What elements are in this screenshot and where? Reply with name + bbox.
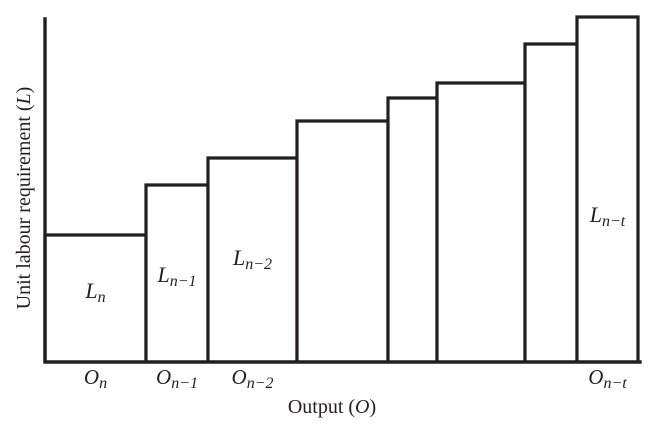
bar-label-l-n-minus-1: Ln−1	[156, 262, 196, 290]
x-tick-label-o-n-minus-1: On−1	[156, 365, 198, 392]
x-tick-label-o-n-subscript: n	[99, 375, 107, 392]
bar-label-l-n-minus-t-subscript: n−t	[602, 213, 626, 230]
bar-label-l-n-minus-t: Ln−t	[589, 202, 626, 230]
bar-label-l-n-base: L	[84, 278, 97, 303]
x-axis-label-close: )	[370, 396, 377, 418]
step-bar-5	[386, 96, 439, 362]
x-tick-label-o-n-minus-1-subscript: n−1	[171, 375, 198, 392]
axes-group	[43, 17, 642, 364]
y-axis-label-var: L	[13, 93, 35, 105]
x-tick-label-o-n-minus-t-base: O	[588, 365, 603, 389]
step-bar-6	[435, 81, 527, 362]
x-tick-label-o-n-minus-t-subscript: n−t	[603, 375, 627, 392]
bar-label-l-n: Ln	[84, 278, 105, 306]
bar-label-l-n-subscript: n	[98, 289, 106, 306]
bar-label-l-n-minus-t-base: L	[589, 202, 602, 227]
bar-label-l-n-minus-2: Ln−2	[232, 245, 272, 273]
x-axis-label: Output (O)	[288, 396, 376, 418]
x-tick-label-o-n-minus-t: On−t	[588, 365, 627, 392]
x-tick-label-o-n-minus-2: On−2	[232, 365, 274, 392]
step-bar-4	[295, 119, 390, 362]
x-tick-label-o-n-minus-1-base: O	[156, 365, 171, 389]
bars-group	[43, 15, 640, 362]
axes-lines	[43, 17, 642, 364]
x-axis-label-var: O	[355, 396, 369, 418]
x-tick-label-o-n: On	[84, 365, 107, 392]
bar-label-l-n-minus-1-subscript: n−1	[170, 273, 197, 290]
bar-label-l-n-minus-1-base: L	[156, 262, 169, 287]
x-tick-label-o-n-minus-2-subscript: n−2	[247, 375, 274, 392]
bar-label-l-n-minus-2-base: L	[232, 245, 245, 270]
y-axis-label: Unit labour requirement (L)	[13, 87, 35, 310]
step-bar-7	[523, 42, 579, 362]
bar-label-l-n-minus-2-subscript: n−2	[245, 256, 272, 273]
x-tick-label-o-n-minus-2-base: O	[232, 365, 247, 389]
step-bar-8	[575, 15, 640, 362]
x-axis-label-text: Output (	[288, 396, 356, 418]
y-axis-label-close: )	[13, 87, 35, 94]
y-axis-label-text: Unit labour requirement (	[13, 104, 35, 309]
x-tick-label-o-n-base: O	[84, 365, 99, 389]
